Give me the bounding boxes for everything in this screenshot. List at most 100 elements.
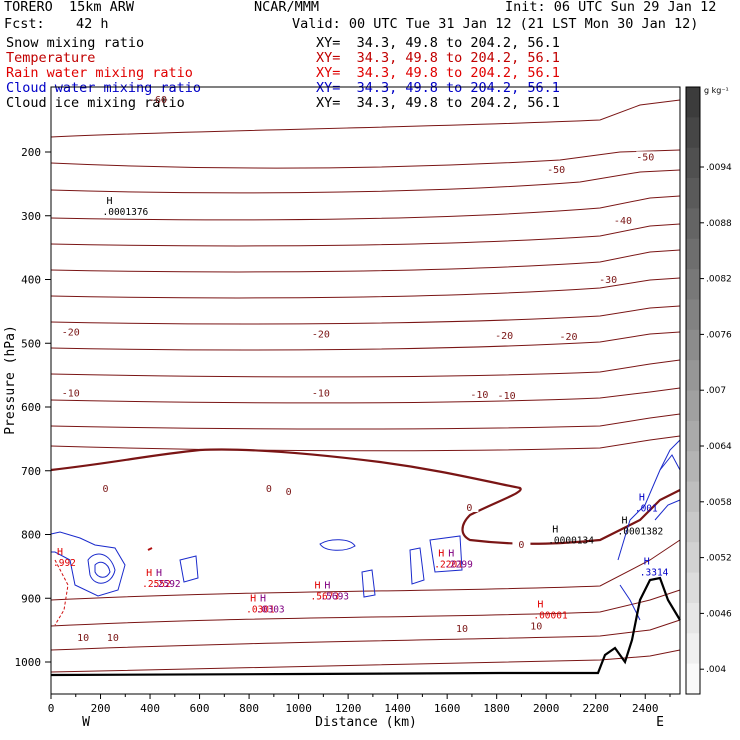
extremum-mark: H: [146, 568, 152, 579]
temperature-contour: [50, 539, 681, 601]
field-name-snow: Snow mixing ratio: [6, 35, 145, 51]
temperature-contour-label: -10: [62, 388, 80, 399]
colorbar-tick-label: .0064: [706, 442, 732, 452]
field-name-rain: Rain water mixing ratio: [6, 65, 193, 81]
temperature-contour-label: 0: [266, 484, 272, 495]
extremum-mark: H: [644, 556, 650, 567]
temperature-contour-label: -10: [470, 390, 488, 401]
colorbar-tick-label: .0088: [706, 219, 732, 229]
extremum-value: .00001: [533, 611, 568, 622]
colorbar-swatch: [686, 451, 700, 483]
temperature-contour: [50, 649, 681, 673]
extremum-value: .2552: [142, 579, 171, 590]
temperature-contour: [50, 99, 681, 138]
extremum-value: .5693: [320, 592, 349, 603]
extremum-mark: H: [260, 593, 266, 604]
x-axis-west-label: W: [82, 715, 90, 730]
colorbar-swatch: [686, 87, 700, 118]
contour-label-mask: [599, 273, 618, 284]
colorbar-swatch: [686, 117, 700, 149]
valid-time: Valid: 00 UTC Tue 31 Jan 12 (21 LST Mon …: [292, 16, 699, 32]
temperature-contour-label: 0: [102, 484, 108, 495]
field-name-cloud-water: Cloud water mixing ratio: [6, 80, 202, 96]
colorbar-swatch: [686, 633, 700, 665]
contour-label-mask: [96, 482, 115, 493]
cloud-water-contour: [94, 561, 111, 578]
colorbar-swatch: [686, 329, 700, 361]
field-name-cloud-ice: Cloud ice mixing ratio: [6, 95, 185, 111]
extremum-value: .5673: [311, 592, 340, 603]
extremum-value: .3314: [640, 567, 669, 578]
extremum-mark: H: [57, 547, 63, 558]
contour-label-mask: [61, 326, 80, 337]
contour-label-mask: [547, 164, 566, 175]
temperature-contour-label: -10: [312, 388, 330, 399]
temperature-contour-label: -50: [636, 152, 654, 163]
temperature-contour: [50, 359, 681, 378]
x-tick-label: 2400: [632, 702, 659, 715]
colorbar-swatch: [686, 269, 700, 300]
x-tick-label: 1800: [483, 702, 510, 715]
extremum-mark: H: [537, 600, 543, 611]
y-tick-label: 1000: [15, 656, 42, 669]
temperature-contour: [50, 619, 681, 651]
cloud-water-contour: [319, 539, 356, 551]
temperature-contour-label: 0: [466, 503, 472, 514]
colorbar-swatch: [686, 481, 700, 513]
cloud-water-contour: [654, 499, 681, 521]
contour-label-mask: [453, 623, 472, 634]
cloud-water-contour: [179, 555, 199, 583]
contour-label-mask: [636, 151, 655, 162]
cloud-water-contour: [50, 531, 126, 597]
temperature-contour-label: -20: [62, 328, 80, 339]
forecast-label: Fcst:: [4, 16, 45, 32]
temperature-contour-label: 10: [77, 633, 89, 644]
cloud-water-contour: [409, 547, 425, 585]
temperature-contour: [50, 435, 681, 452]
colorbar-tick-label: .0058: [706, 498, 732, 508]
extremum-mark: H: [324, 581, 330, 592]
extremum-mark: H: [156, 568, 162, 579]
extremum-value: .0000134: [548, 536, 594, 547]
colorbar-swatch: [686, 360, 700, 391]
temperature-contour: [50, 305, 681, 325]
contour-label-mask: [512, 538, 531, 549]
y-tick-label: 500: [21, 337, 41, 350]
contour-label-mask: [311, 328, 330, 339]
extremum-mark: H: [552, 525, 558, 536]
extremum-value: .0001376: [103, 207, 149, 218]
field-xy-cloud-water: XY= 34.3, 49.8 to 204.2, 56.1: [316, 80, 560, 96]
freezing-level-contour: [50, 448, 681, 545]
contour-label-mask: [103, 632, 122, 643]
colorbar-swatch: [686, 390, 700, 422]
colorbar-swatch: [686, 420, 700, 452]
cloud-water-contour: [429, 535, 463, 573]
x-tick-label: 0: [48, 702, 55, 715]
temperature-contour-label: -20: [312, 330, 330, 341]
temperature-contour-label: -30: [599, 275, 617, 286]
extremum-value: .001: [635, 504, 658, 515]
plot-frame: [50, 86, 681, 695]
contour-label-mask: [613, 215, 632, 226]
colorbar-swatch: [686, 178, 700, 209]
temperature-contour: [50, 387, 681, 404]
colorbar-tick-label: .004: [706, 665, 726, 675]
temperature-contour-label: -20: [495, 331, 513, 342]
x-axis-title: Distance (km): [315, 715, 417, 730]
contour-label-mask: [279, 486, 298, 497]
colorbar-swatch: [686, 511, 700, 543]
y-tick-label: 200: [21, 146, 41, 159]
colorbar-swatch: [686, 147, 700, 179]
colorbar-tick-label: .0094: [706, 163, 732, 173]
rain-contour: [54, 559, 69, 626]
extremum-value: .992: [53, 558, 76, 569]
temperature-contour-label: 10: [456, 624, 468, 635]
contour-labels: -50 -50 -40 -30 -20 -20 -20 -20 -10 -10 -10 -10 0 0 0 0…: [53, 95, 669, 644]
contour-label-mask: [74, 632, 93, 643]
colorbar-tick-label: .0082: [706, 275, 732, 285]
terrain-line: [50, 576, 681, 677]
colorbar-swatch: [686, 572, 700, 604]
temperature-contour-label: 0: [518, 540, 524, 551]
y-tick-label: 800: [21, 529, 41, 542]
